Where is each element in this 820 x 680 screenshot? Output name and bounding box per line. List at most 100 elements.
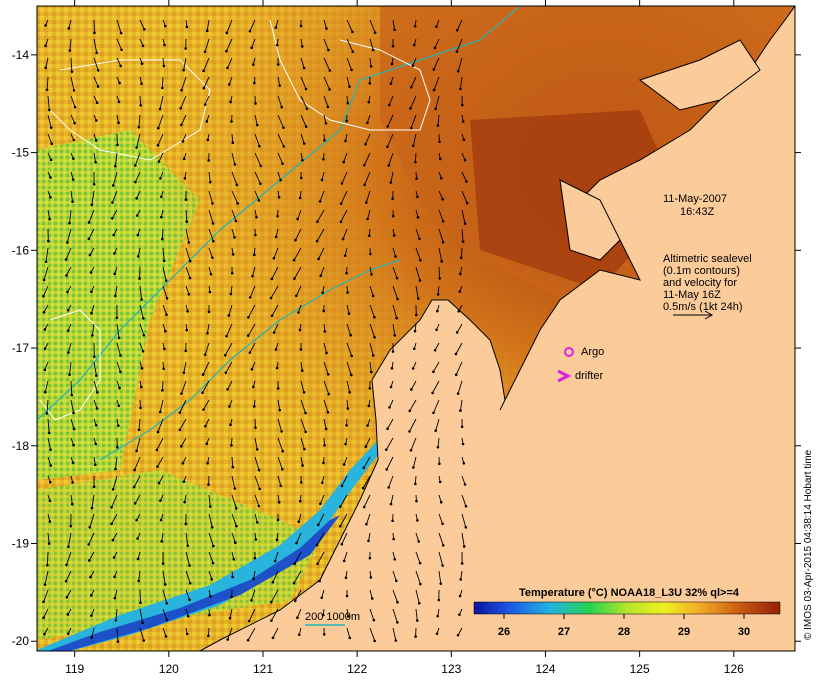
velocity-arrow bbox=[323, 361, 329, 375]
velocity-arrow bbox=[157, 418, 164, 433]
velocity-arrow bbox=[231, 513, 237, 527]
velocity-arrow-head bbox=[48, 520, 52, 523]
velocity-arrow bbox=[341, 171, 348, 184]
velocity-arrow bbox=[202, 361, 210, 375]
velocity-arrow-head bbox=[235, 524, 238, 528]
velocity-arrow-head bbox=[233, 541, 237, 545]
velocity-arrow bbox=[363, 494, 371, 508]
velocity-arrow-head bbox=[454, 352, 458, 356]
y-tick-label: -14 bbox=[12, 48, 30, 62]
velocity-arrow bbox=[159, 399, 164, 413]
velocity-arrow bbox=[415, 532, 420, 542]
velocity-arrow-head bbox=[212, 544, 215, 548]
velocity-arrow bbox=[46, 399, 49, 414]
colorbar-tick-label: 29 bbox=[678, 626, 690, 638]
velocity-arrow bbox=[229, 608, 233, 619]
velocity-arrow-head bbox=[254, 102, 257, 105]
velocity-arrow bbox=[225, 361, 233, 373]
velocity-arrow bbox=[346, 342, 353, 357]
velocity-arrow-head bbox=[304, 87, 308, 91]
velocity-arrow-head bbox=[48, 108, 51, 112]
velocity-arrow bbox=[415, 285, 419, 299]
velocity-arrow bbox=[44, 380, 49, 393]
velocity-arrow-head bbox=[392, 537, 395, 541]
velocity-arrow-head bbox=[386, 427, 389, 430]
velocity-arrow bbox=[91, 627, 95, 638]
velocity-arrow bbox=[157, 133, 164, 146]
velocity-arrow-head bbox=[207, 159, 210, 162]
velocity-arrow-head bbox=[231, 465, 235, 469]
velocity-arrow-head bbox=[48, 217, 51, 221]
velocity-arrow-head bbox=[186, 544, 190, 547]
velocity-arrow-head bbox=[47, 542, 51, 545]
velocity-arrow-head bbox=[49, 448, 52, 451]
velocity-arrow-head bbox=[459, 256, 463, 260]
velocity-arrow bbox=[412, 133, 417, 146]
velocity-arrow bbox=[386, 456, 394, 470]
velocity-arrow bbox=[46, 76, 49, 90]
velocity-arrow bbox=[294, 551, 302, 564]
velocity-arrow-head bbox=[165, 297, 169, 300]
velocity-arrow-head bbox=[369, 65, 373, 68]
velocity-arrow bbox=[414, 152, 417, 163]
velocity-arrow-head bbox=[110, 506, 113, 509]
velocity-arrow bbox=[300, 418, 307, 433]
velocity-arrow-head bbox=[157, 126, 160, 130]
velocity-arrow-head bbox=[296, 217, 299, 221]
velocity-arrow bbox=[44, 570, 49, 585]
velocity-arrow-head bbox=[371, 48, 375, 52]
velocity-arrow-head bbox=[47, 431, 51, 435]
velocity-arrow bbox=[247, 323, 256, 336]
velocity-arrow-head bbox=[436, 124, 440, 127]
velocity-arrow bbox=[456, 19, 463, 31]
velocity-arrow bbox=[369, 627, 376, 642]
velocity-arrow-head bbox=[391, 214, 395, 218]
velocity-arrow-head bbox=[259, 182, 262, 185]
velocity-arrow bbox=[321, 171, 325, 181]
velocity-arrow-head bbox=[435, 328, 438, 332]
y-axis: -14 -15 -16 -17 -18 -19 -20 bbox=[12, 48, 801, 648]
velocity-arrow bbox=[365, 513, 371, 525]
velocity-arrow bbox=[273, 323, 279, 333]
velocity-arrow-head bbox=[346, 291, 349, 294]
velocity-arrow-head bbox=[464, 504, 468, 508]
velocity-arrow-head bbox=[372, 618, 376, 622]
velocity-arrow bbox=[138, 114, 141, 128]
velocity-arrow-head bbox=[226, 66, 229, 70]
velocity-arrow bbox=[161, 532, 164, 542]
velocity-arrow-head bbox=[47, 239, 50, 243]
velocity-arrow-head bbox=[208, 505, 212, 508]
velocity-arrow bbox=[277, 133, 285, 147]
velocity-arrow bbox=[295, 285, 302, 296]
velocity-arrow-head bbox=[247, 334, 250, 337]
velocity-arrow-head bbox=[228, 405, 231, 408]
velocity-arrow bbox=[412, 57, 417, 66]
velocity-arrow-head bbox=[93, 31, 96, 35]
velocity-arrow-head bbox=[432, 370, 435, 373]
velocity-arrow-head bbox=[462, 138, 466, 142]
velocity-arrow bbox=[70, 95, 76, 108]
velocity-arrow-head bbox=[135, 518, 138, 522]
velocity-arrow-head bbox=[275, 43, 279, 47]
velocity-arrow bbox=[415, 228, 420, 240]
velocity-arrow-head bbox=[411, 367, 415, 370]
velocity-arrow-head bbox=[432, 68, 436, 71]
velocity-arrow-head bbox=[278, 408, 282, 412]
velocity-arrow-head bbox=[275, 366, 279, 370]
velocity-arrow-head bbox=[370, 597, 374, 600]
velocity-arrow-head bbox=[46, 563, 49, 567]
velocity-arrow-head bbox=[395, 276, 399, 280]
velocity-arrow-head bbox=[132, 485, 136, 489]
velocity-arrow bbox=[112, 171, 118, 186]
velocity-arrow bbox=[136, 190, 141, 199]
velocity-arrow bbox=[254, 475, 261, 490]
velocity-arrow-head bbox=[230, 120, 233, 123]
velocity-arrow-head bbox=[161, 562, 165, 565]
velocity-arrow bbox=[340, 190, 348, 204]
velocity-arrow bbox=[342, 228, 348, 240]
velocity-arrow bbox=[139, 95, 142, 106]
velocity-arrow-head bbox=[201, 391, 204, 394]
velocity-arrow bbox=[392, 247, 396, 257]
velocity-arrow-head bbox=[301, 158, 304, 162]
y-tick-label: -15 bbox=[12, 146, 30, 160]
